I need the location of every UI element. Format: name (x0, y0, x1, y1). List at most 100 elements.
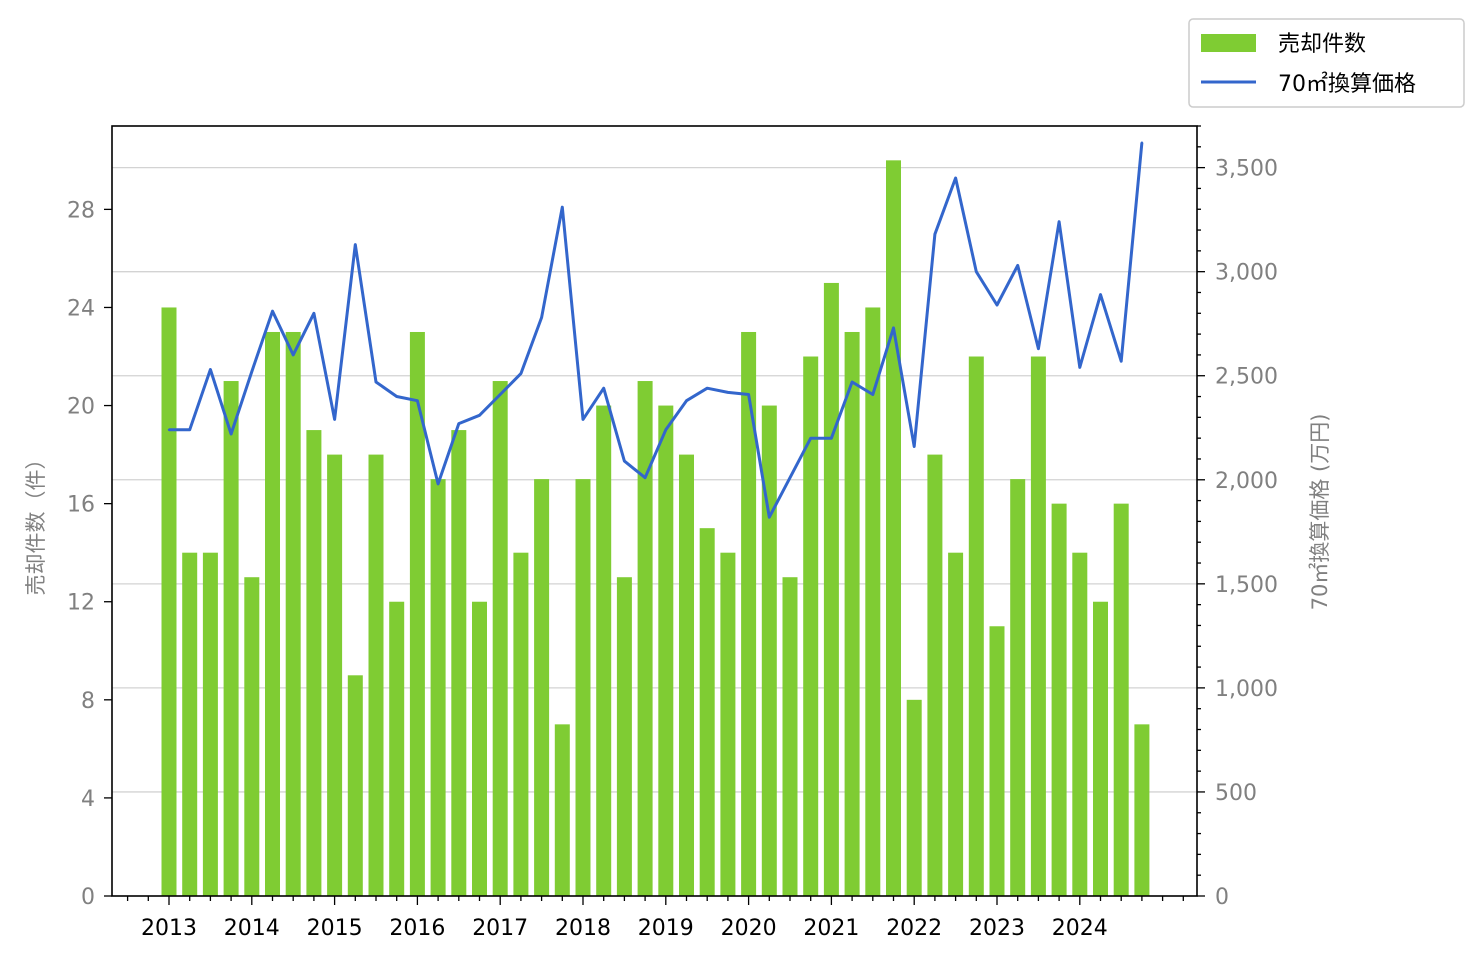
y-right-tick-label: 0 (1215, 885, 1229, 910)
y-left-tick-label: 8 (81, 689, 95, 714)
bar (472, 601, 487, 896)
line-point (933, 233, 937, 236)
y-left-tick-label: 0 (81, 885, 95, 910)
line-point (416, 399, 419, 402)
line-point (602, 387, 605, 390)
x-tick-label: 2024 (1052, 916, 1108, 941)
bar (1010, 479, 1026, 896)
y-left-tick-label: 20 (67, 395, 95, 420)
bar (658, 405, 674, 896)
line-point (871, 393, 874, 396)
y-right-tick-label: 3,000 (1215, 261, 1278, 286)
bar (803, 356, 819, 897)
bar (202, 552, 218, 896)
line-point (809, 436, 812, 440)
line-point (995, 303, 999, 307)
legend-label-line: 70㎡換算価格 (1278, 71, 1416, 97)
bar (554, 724, 570, 896)
line-point (706, 387, 709, 390)
bar (989, 626, 1005, 896)
legend-label-bar: 売却件数 (1278, 32, 1366, 57)
line-point (312, 312, 316, 315)
bar (948, 552, 964, 896)
bar (182, 552, 198, 896)
line-point (1120, 359, 1123, 363)
bar (1093, 601, 1108, 896)
x-tick-label: 2020 (721, 916, 777, 941)
bar (1113, 503, 1129, 896)
line-point (975, 270, 978, 273)
x-tick-label: 2022 (886, 916, 942, 941)
price-line (169, 142, 1144, 519)
line-point (561, 205, 564, 209)
y-right-tick-label: 1,000 (1215, 677, 1278, 702)
line-point (892, 326, 895, 330)
line-point (333, 418, 336, 421)
bar (327, 454, 343, 896)
line-point (1099, 293, 1102, 296)
line-point (1037, 347, 1040, 350)
line-point (292, 353, 295, 357)
x-tick-label: 2015 (307, 916, 363, 941)
line-point (1078, 366, 1082, 369)
bar (679, 454, 694, 896)
line-point (830, 436, 833, 440)
y-left-tick-label: 12 (67, 591, 95, 616)
y-left-tick-label: 16 (67, 493, 95, 518)
bar (1030, 356, 1046, 897)
line-point (685, 399, 688, 402)
line-point (271, 310, 274, 313)
line-point (457, 422, 460, 425)
line-point (374, 380, 378, 384)
y-right-tick-label: 2,000 (1215, 469, 1278, 494)
x-tick-label: 2014 (224, 916, 280, 941)
bar (389, 601, 405, 896)
line-point (478, 414, 481, 417)
line-point (499, 393, 502, 396)
x-axis: 2013 2014 2015 2016 2017 2018 2019 2020 2021 2022… (126, 896, 1184, 941)
line-point (913, 445, 916, 448)
bar (223, 381, 239, 896)
bar (927, 454, 943, 896)
bar-series (161, 160, 1150, 897)
bar (451, 430, 467, 896)
bar (596, 405, 612, 896)
y-left-tick-label: 28 (67, 198, 95, 223)
line-point (664, 428, 667, 432)
y-left-tick-label: 24 (67, 296, 95, 321)
line-point (623, 459, 626, 463)
line-point (850, 380, 854, 384)
line-point (250, 370, 253, 373)
line-point (643, 476, 647, 479)
line-point (1016, 264, 1019, 267)
bar (575, 479, 591, 896)
y-right-tick-label: 500 (1215, 781, 1257, 806)
bar (285, 331, 301, 896)
line-point (519, 372, 523, 375)
line-point (188, 428, 191, 432)
bar (430, 479, 446, 896)
y-axis-left: 0 4 8 12 16 20 24 28 (67, 198, 112, 910)
bar (347, 675, 363, 896)
bar (906, 699, 922, 896)
y-axis-right: 0 500 1,000 1,500 2,000 2,500 3,000 3,500 (1197, 125, 1278, 910)
bar (161, 307, 177, 896)
x-tick-label: 2016 (389, 916, 445, 941)
x-tick-label: 2018 (555, 916, 611, 941)
line-point (354, 243, 357, 246)
bar (244, 577, 260, 896)
line-point (1057, 220, 1061, 223)
line-point (954, 176, 957, 180)
bar (844, 331, 860, 896)
line-series (167, 141, 1144, 519)
line-point (540, 316, 543, 319)
line-point (209, 368, 212, 371)
line-point (229, 432, 233, 436)
bar (492, 381, 508, 896)
bar (782, 577, 798, 896)
bar (513, 552, 529, 896)
legend-swatch-bar (1201, 34, 1256, 52)
x-tick-label: 2021 (803, 916, 859, 941)
bar (720, 552, 736, 896)
bar (1051, 503, 1067, 896)
